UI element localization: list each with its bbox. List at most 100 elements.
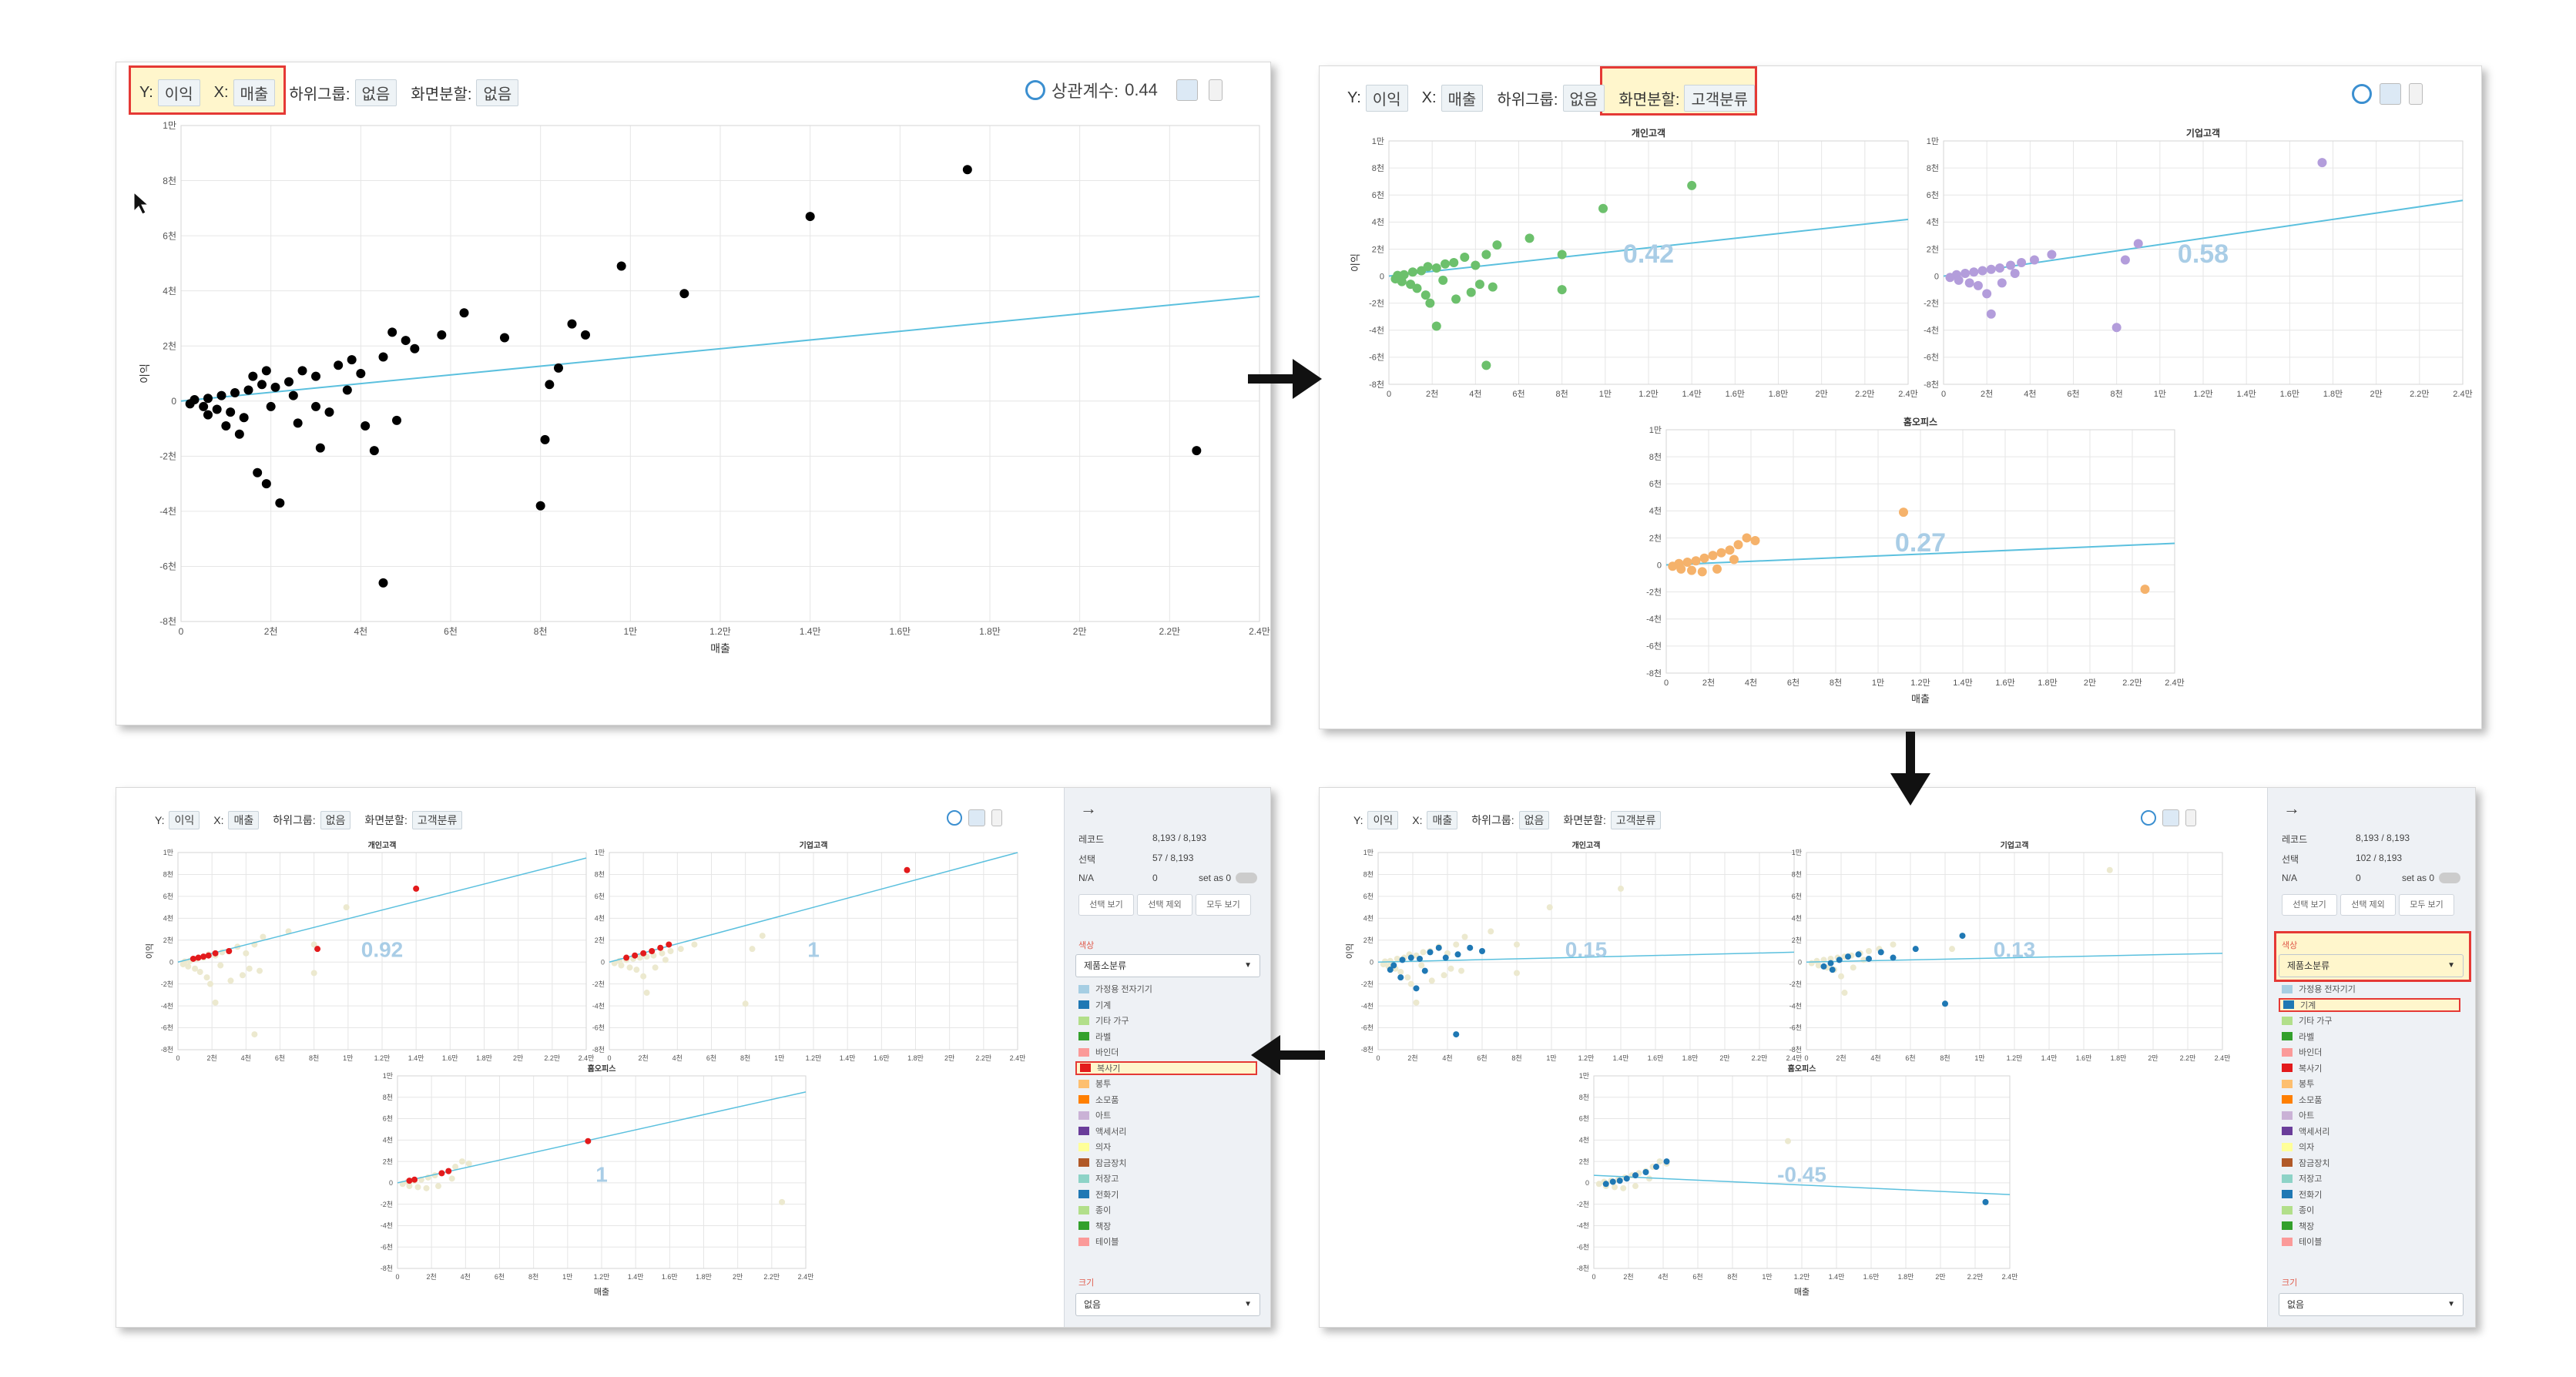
color-dropdown[interactable]: 제품소분류 ▼ [2279, 954, 2464, 977]
scatter-mode-icon[interactable] [2162, 809, 2179, 826]
view-all-button[interactable]: 모두 보기 [1196, 894, 1251, 916]
trash-icon[interactable] [1208, 79, 1223, 101]
legend-item[interactable]: 의자 [1075, 1140, 1260, 1154]
data-point [369, 446, 379, 456]
legend-item[interactable]: 가정용 전자기기 [1075, 982, 1260, 996]
legend-item[interactable]: 액세서리 [1075, 1124, 1260, 1138]
legend-item[interactable]: 아트 [1075, 1108, 1260, 1122]
faded-point [1620, 1184, 1627, 1191]
x-tick-label: 1.4만 [1953, 678, 1972, 688]
legend-item[interactable]: 가정용 전자기기 [2279, 982, 2464, 996]
legend-item[interactable]: 아트 [2279, 1108, 2464, 1122]
legend-swatch [1078, 1079, 1089, 1088]
data-point [1733, 540, 1743, 550]
size-dropdown[interactable]: 없음 ▼ [1075, 1293, 1260, 1316]
y-tick-label: -4천 [592, 1002, 605, 1010]
view-selected-button[interactable]: 선택 보기 [2282, 894, 2337, 916]
exclude-selected-button[interactable]: 선택 제외 [1137, 894, 1192, 916]
legend-item[interactable]: 종이 [1075, 1203, 1260, 1217]
x-tick-label: 1.2만 [709, 626, 731, 637]
data-point [2029, 255, 2039, 265]
x-tick-label: 2만 [944, 1054, 954, 1062]
x-select[interactable]: 매출 [233, 79, 276, 106]
y-select[interactable]: 이익 [1367, 811, 1399, 829]
legend-item[interactable]: 의자 [2279, 1140, 2464, 1154]
legend-item[interactable]: 라벨 [2279, 1030, 2464, 1044]
y-tick-label: -8천 [1369, 379, 1384, 390]
legend-item[interactable]: 종이 [2279, 1203, 2464, 1217]
exclude-selected-button[interactable]: 선택 제외 [2340, 894, 2396, 916]
trash-icon[interactable] [2185, 809, 2196, 826]
y-tick-label: -2천 [159, 451, 176, 462]
view-selected-button[interactable]: 선택 보기 [1078, 894, 1134, 916]
split-select[interactable]: 고객분류 [1684, 85, 1756, 112]
x-tick-label: 4천 [241, 1054, 251, 1062]
data-point [657, 944, 664, 951]
legend-item[interactable]: 잠금장치 [1075, 1156, 1260, 1170]
y-select[interactable]: 이익 [1365, 85, 1408, 112]
legend-item[interactable]: 복사기 [1075, 1060, 1257, 1075]
legend-item[interactable]: 전화기 [1075, 1188, 1260, 1201]
subgroup-select[interactable]: 없음 [354, 79, 397, 106]
legend-item[interactable]: 책장 [2279, 1219, 2464, 1233]
set-as-zero-toggle[interactable] [1236, 873, 1258, 883]
subgroup-select[interactable]: 없음 [1562, 85, 1605, 112]
refresh-icon[interactable] [2141, 810, 2156, 826]
legend-item[interactable]: 저장고 [2279, 1171, 2464, 1185]
scatter-mode-icon[interactable] [1176, 79, 1198, 101]
color-dropdown[interactable]: 제품소분류 ▼ [1075, 954, 1260, 977]
scatter-mode-icon[interactable] [2380, 83, 2401, 105]
legend-item[interactable]: 잠금장치 [2279, 1156, 2464, 1170]
split-select[interactable]: 고객분류 [1610, 811, 1662, 829]
faded-point [779, 1198, 786, 1205]
legend-item[interactable]: 소모품 [1075, 1093, 1260, 1107]
collapse-arrow-icon[interactable]: → [1080, 799, 1097, 818]
y-tick-label: 6천 [1792, 893, 1802, 900]
y-select[interactable]: 이익 [157, 79, 200, 106]
legend-item[interactable]: 전화기 [2279, 1188, 2464, 1201]
subgroup-select[interactable]: 없음 [1518, 811, 1550, 829]
x-tick-label: 1.4만 [1682, 389, 1701, 399]
trash-icon[interactable] [2409, 83, 2423, 105]
legend-item[interactable]: 테이블 [1075, 1235, 1260, 1248]
x-select[interactable]: 매출 [1427, 811, 1458, 829]
legend-item[interactable]: 기계 [2279, 997, 2460, 1012]
subgroup-select[interactable]: 없음 [320, 811, 351, 829]
x-tick-label: 1.4만 [628, 1273, 644, 1281]
refresh-icon[interactable] [1025, 80, 1045, 100]
set-as-zero-toggle[interactable] [2439, 873, 2461, 883]
y-select[interactable]: 이익 [169, 811, 200, 829]
view-all-button[interactable]: 모두 보기 [2399, 894, 2454, 916]
x-tick-label: 2.2만 [544, 1054, 560, 1062]
legend-item[interactable]: 기타 가구 [1075, 1013, 1260, 1027]
size-dropdown[interactable]: 없음 ▼ [2279, 1293, 2464, 1316]
refresh-icon[interactable] [2352, 84, 2372, 104]
legend-item[interactable]: 봉투 [2279, 1077, 2464, 1091]
split-select[interactable]: 고객분류 [411, 811, 463, 829]
split-select[interactable]: 없음 [476, 79, 519, 106]
trash-icon[interactable] [991, 809, 1002, 826]
na-row: N/A 0 set as 0 [1078, 873, 1258, 883]
legend-item[interactable]: 기타 가구 [2279, 1013, 2464, 1027]
legend-item[interactable]: 바인더 [2279, 1045, 2464, 1059]
legend-item[interactable]: 바인더 [1075, 1045, 1260, 1059]
legend-item[interactable]: 봉투 [1075, 1077, 1260, 1091]
legend-item[interactable]: 책장 [1075, 1219, 1260, 1233]
legend-item[interactable]: 라벨 [1075, 1030, 1260, 1044]
x-select[interactable]: 매출 [228, 811, 260, 829]
legend-item[interactable]: 액세서리 [2279, 1124, 2464, 1138]
data-point [445, 1168, 452, 1174]
scatter-mode-icon[interactable] [968, 809, 985, 826]
legend-item[interactable]: 테이블 [2279, 1235, 2464, 1248]
legend-item[interactable]: 기계 [1075, 998, 1260, 1012]
legend-item[interactable]: 저장고 [1075, 1171, 1260, 1185]
legend-item[interactable]: 소모품 [2279, 1093, 2464, 1107]
collapse-arrow-icon[interactable]: → [2283, 799, 2300, 818]
legend-item[interactable]: 복사기 [2279, 1061, 2464, 1075]
refresh-icon[interactable] [947, 810, 962, 826]
x-select[interactable]: 매출 [1441, 85, 1484, 112]
